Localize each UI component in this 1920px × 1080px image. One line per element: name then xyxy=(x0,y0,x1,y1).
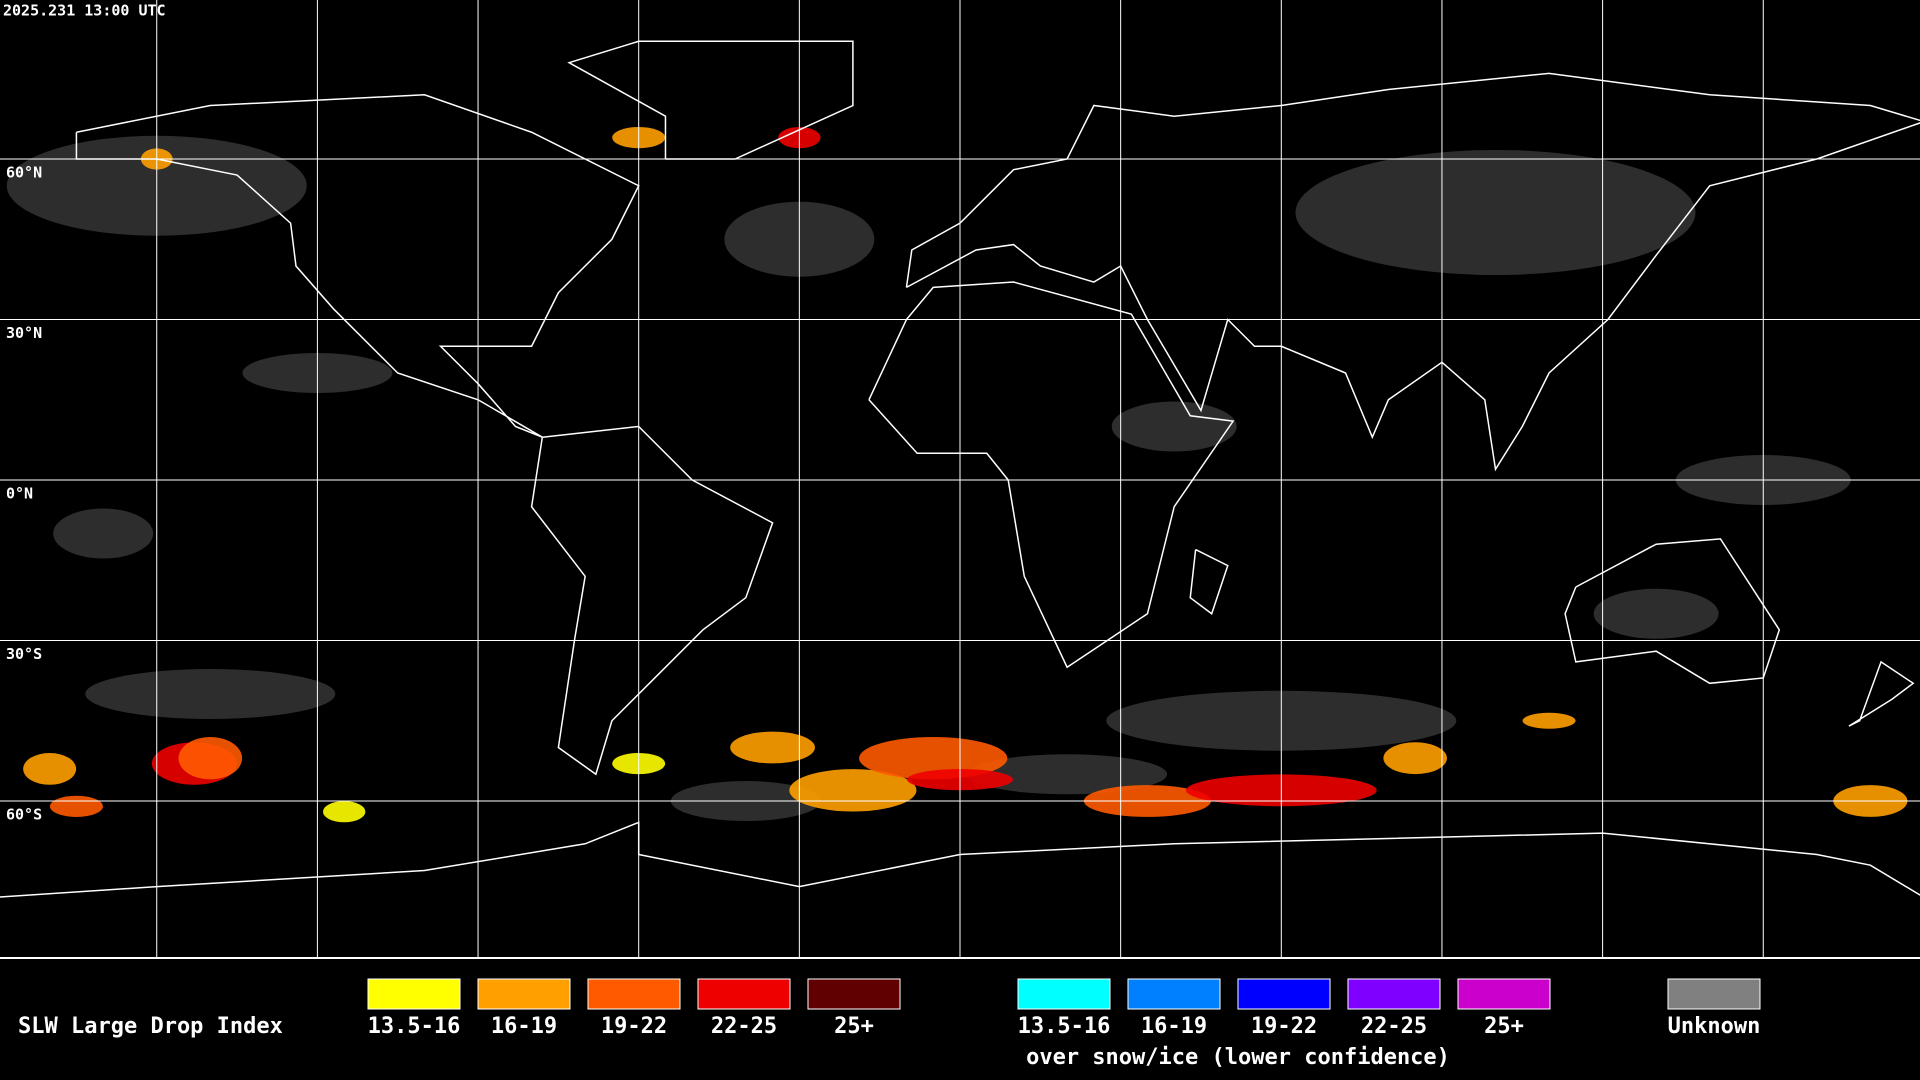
unknown-area xyxy=(85,669,336,719)
legend-label: 22-25 xyxy=(711,1014,777,1039)
coastline xyxy=(567,40,854,160)
legend-label: 25+ xyxy=(834,1014,874,1039)
unknown-area xyxy=(53,508,154,559)
timestamp: 2025.231 13:00 UTC xyxy=(3,2,166,20)
coastline xyxy=(0,821,1920,898)
lat-label: 30°N xyxy=(6,324,42,342)
legend-label: 25+ xyxy=(1484,1014,1524,1039)
legend-swatch xyxy=(1347,978,1441,1010)
legend-label: 13.5-16 xyxy=(1018,1014,1111,1039)
lat-label: 0°N xyxy=(6,485,33,503)
legend-swatch xyxy=(1457,978,1551,1010)
legend-label: 19-22 xyxy=(1251,1014,1317,1039)
legend-swatch xyxy=(697,978,791,1010)
coastline xyxy=(1848,660,1915,727)
legend-swatch xyxy=(1017,978,1111,1010)
data-area xyxy=(23,753,77,785)
legend-label: 22-25 xyxy=(1361,1014,1427,1039)
legend-swatch xyxy=(1237,978,1331,1010)
legend: 13.5-16 16-19 19-22 22-25 25+ 13.5-16 16-19 19-… xyxy=(367,978,1761,1039)
lat-label: 60°S xyxy=(6,806,42,824)
unknown-area xyxy=(1111,401,1237,452)
unknown-area xyxy=(967,754,1168,795)
coastline xyxy=(530,425,774,776)
unknown-area xyxy=(1593,588,1719,639)
ice-note: over snow/ice (lower confidence) xyxy=(1026,1045,1450,1070)
data-area xyxy=(322,801,366,823)
legend-label: 19-22 xyxy=(601,1014,667,1039)
coastline xyxy=(75,94,640,438)
unknown-area xyxy=(1295,150,1696,275)
coastline xyxy=(1189,548,1229,615)
data-area xyxy=(178,737,243,780)
coastline xyxy=(1564,538,1781,685)
legend-swatch xyxy=(477,978,571,1010)
legend-label: 16-19 xyxy=(491,1014,557,1039)
legend-swatch xyxy=(1127,978,1221,1010)
cloud-data xyxy=(6,127,1908,823)
graticule: 60°N 30°N 0°N 30°S 60°S xyxy=(0,0,1920,958)
legend-swatch xyxy=(367,978,461,1010)
data-area xyxy=(1522,712,1576,729)
legend-swatch xyxy=(807,978,901,1010)
data-area xyxy=(730,731,815,764)
legend-label: 16-19 xyxy=(1141,1014,1207,1039)
legend-label: Unknown xyxy=(1668,1014,1761,1039)
legend-swatch xyxy=(1667,978,1761,1010)
data-area xyxy=(1383,742,1447,775)
data-area xyxy=(859,737,1008,780)
legend-label: 13.5-16 xyxy=(368,1014,461,1039)
lat-label: 60°N xyxy=(6,164,42,182)
lat-label: 30°S xyxy=(6,645,42,663)
legend-swatch xyxy=(587,978,681,1010)
data-area xyxy=(49,795,103,817)
legend-title: SLW Large Drop Index xyxy=(18,1014,283,1039)
